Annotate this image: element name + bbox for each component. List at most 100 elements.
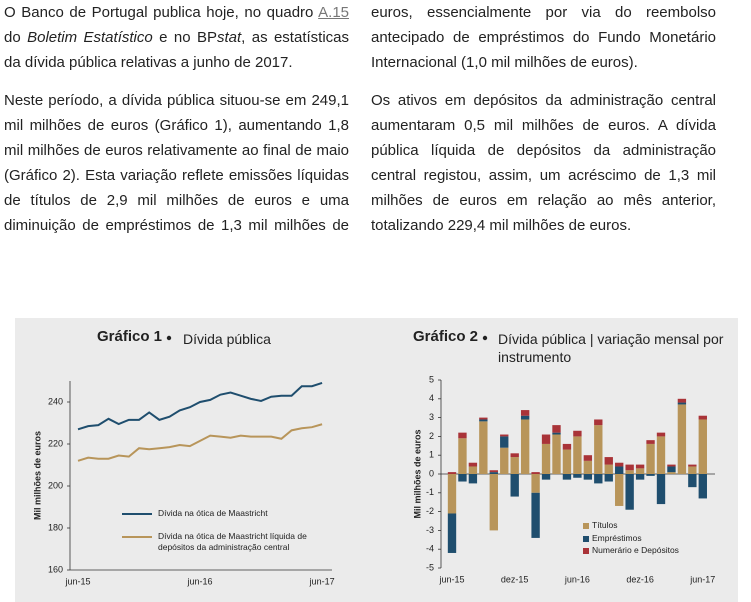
bar-segment (489, 472, 498, 474)
bar-segment (531, 474, 540, 493)
bar-segment (468, 466, 478, 474)
paragraph: O Banco de Portugal publica hoje, no qua… (4, 0, 349, 75)
text: Neste período, a dívida pública situou-s… (4, 4, 716, 234)
x-tick-label: jun-15 (438, 574, 464, 584)
bar-segment (458, 432, 467, 439)
y-tick-label: 3 (429, 412, 434, 422)
bar-segment (646, 443, 655, 474)
bar-segment (677, 402, 687, 405)
link[interactable]: A.15 (318, 4, 349, 21)
article-text: O Banco de Portugal publica hoje, no qua… (4, 0, 716, 240)
bar-segment (479, 419, 488, 422)
legend-label: Dívida na ótica de Maastricht (158, 508, 268, 518)
legend-label: Numerário e Depósitos (592, 545, 679, 555)
bar-segment (500, 447, 509, 474)
bar-segment (541, 434, 551, 444)
bar-segment (656, 436, 666, 474)
bar-segment (688, 474, 697, 488)
x-tick-label: dez-16 (626, 574, 654, 584)
bar-segment (479, 417, 488, 420)
bar-segment (625, 474, 634, 510)
bar-segment (552, 434, 561, 474)
x-tick-label: dez-15 (501, 574, 529, 584)
bar-segment (635, 464, 645, 469)
bar-segment (552, 432, 561, 435)
bar-segment (479, 421, 488, 474)
paragraph: Neste período, a dívida pública situou-s… (4, 0, 716, 240)
y-tick-label: -1 (426, 487, 434, 497)
y-tick-label: 200 (48, 480, 63, 490)
bullet (166, 335, 172, 341)
bar-segment (656, 432, 666, 437)
y-tick-label: 5 (429, 374, 434, 384)
y-tick-label: 220 (48, 438, 63, 448)
chart-title: Gráfico 2 (413, 328, 479, 345)
y-axis-label: Mil milhões de euros (32, 431, 42, 520)
bar-segment (646, 474, 655, 476)
bar-segment (573, 430, 582, 437)
bar-segment (510, 453, 519, 458)
y-tick-label: 4 (429, 393, 434, 403)
line (77, 423, 323, 462)
bar-segment (615, 462, 624, 467)
legend-swatch (583, 548, 589, 554)
x-tick-label: jun-16 (187, 576, 213, 586)
bar-segment (583, 474, 593, 480)
legend-label: Títulos (592, 520, 618, 530)
bar-segment (667, 464, 676, 467)
bar-segment (594, 425, 603, 474)
bar-segment (594, 419, 603, 426)
bar-segment (468, 474, 478, 484)
legend-label: Empréstimos (592, 533, 642, 543)
text: e no BP (152, 29, 217, 46)
bar-segment (458, 474, 467, 482)
bar-segment (552, 425, 561, 433)
bar-segment (677, 398, 687, 403)
bar-segment (594, 474, 603, 484)
y-tick-label: -2 (426, 506, 434, 516)
bar-segment (625, 470, 634, 474)
bar-segment (562, 449, 572, 474)
bar-segment (656, 474, 666, 505)
bar-segment (510, 457, 519, 474)
bar-segment (688, 464, 697, 467)
bar-segment (520, 415, 530, 420)
bar-segment (447, 472, 457, 474)
bar-segment (531, 472, 540, 474)
text: do (4, 29, 28, 46)
y-axis-label: Mil milhões de euros (412, 429, 422, 518)
bullet (482, 335, 488, 341)
x-tick-label: jun-17 (309, 576, 335, 586)
text: O Banco de Portugal publica hoje, no qua… (4, 4, 319, 21)
chart-subtitle: Dívida pública | variação mensal por ins… (498, 331, 724, 365)
bar-segment (604, 464, 613, 474)
paragraph: Os ativos em depósitos da administração … (371, 88, 716, 238)
bar-segment (531, 492, 540, 538)
y-tick-label: 2 (429, 431, 434, 441)
bar-segment (447, 513, 457, 553)
bar-segment (583, 460, 593, 474)
y-tick-label: -3 (426, 525, 434, 535)
y-tick-label: 1 (429, 450, 434, 460)
bar-segment (520, 419, 530, 474)
y-tick-label: -4 (426, 544, 434, 554)
bar-segment (615, 474, 624, 506)
bar-segment (604, 474, 613, 482)
bar-segment (635, 474, 645, 480)
bar-segment (510, 474, 519, 497)
x-tick-label: jun-17 (689, 574, 715, 584)
bar-segment (562, 474, 572, 480)
chart-panel (15, 318, 738, 602)
chart-title: Gráfico 1 (97, 328, 163, 345)
text: Os ativos em depósitos da administração … (371, 92, 716, 234)
bar-segment (520, 410, 530, 416)
bar-segment (625, 464, 634, 471)
y-tick-label: 160 (48, 564, 63, 574)
bar-segment (458, 438, 467, 474)
bar-segment (541, 443, 551, 474)
bar-segment (500, 436, 509, 448)
bar-segment (698, 415, 707, 420)
bar-segment (573, 436, 582, 474)
